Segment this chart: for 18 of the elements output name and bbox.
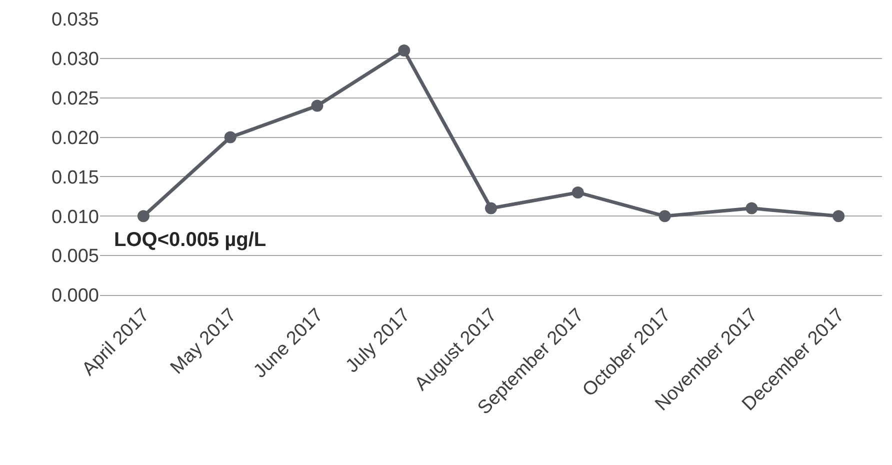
point xyxy=(398,44,410,57)
y-tick-label: 0.020 xyxy=(51,128,99,149)
y-tick-label: 0.015 xyxy=(51,167,99,188)
point xyxy=(658,210,671,222)
y-tick-label: 0.035 xyxy=(51,10,99,31)
annotation: LOQ<0.005 µg/L xyxy=(114,229,266,251)
point xyxy=(137,210,150,222)
y-tick-label: 0.030 xyxy=(51,49,99,70)
y-tick-label: 0.005 xyxy=(51,246,99,268)
point xyxy=(572,186,584,198)
point xyxy=(311,100,324,112)
y-tick-label: 0.025 xyxy=(51,88,99,110)
point xyxy=(485,202,497,214)
y-tick-label: 0.010 xyxy=(51,206,99,228)
point xyxy=(832,210,845,222)
point xyxy=(224,131,236,144)
y-tick-label: 0.000 xyxy=(51,286,99,307)
point xyxy=(746,202,758,214)
